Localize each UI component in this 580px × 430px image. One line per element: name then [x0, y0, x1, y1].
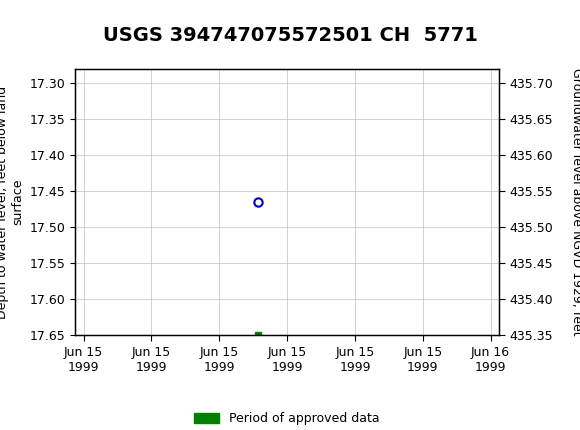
Y-axis label: Depth to water level, feet below land
surface: Depth to water level, feet below land su…: [0, 86, 24, 319]
Legend: Period of approved data: Period of approved data: [189, 408, 385, 430]
Text: USGS 394747075572501 CH  5771: USGS 394747075572501 CH 5771: [103, 26, 477, 45]
Text: ≡USGS: ≡USGS: [6, 12, 72, 33]
Y-axis label: Groundwater level above NGVD 1929, feet: Groundwater level above NGVD 1929, feet: [570, 68, 580, 336]
